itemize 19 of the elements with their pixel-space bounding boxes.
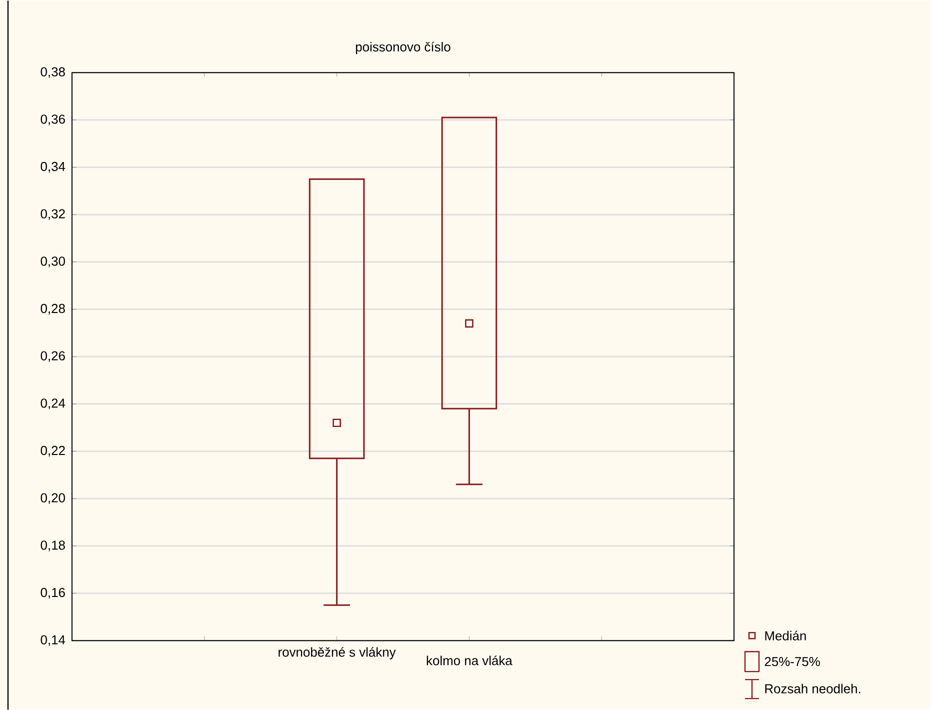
text: Rozsah neodleh. [765, 684, 860, 694]
y-tick-label: 0,16 [40, 588, 65, 599]
y-tick-label: 0,22 [40, 446, 65, 457]
y-tick-label: 0,36 [40, 114, 65, 126]
y-tick-label: 0,32 [40, 209, 65, 220]
y-tick-label: 0,14 [40, 635, 66, 646]
y-tick-label: 0,34 [40, 162, 66, 173]
y-tick-label: 0,20 [40, 493, 65, 504]
x-tick-label: kolmo na vláka [426, 655, 512, 666]
chart-title: poissonovo číslo [356, 42, 450, 54]
y-tick-label: 0,38 [40, 67, 65, 78]
x-tick-label: rovnoběžné s vlákny [278, 647, 396, 660]
text: Medián [765, 630, 806, 640]
y-tick-label: 0,26 [40, 351, 65, 362]
y-tick-label: 0,18 [40, 540, 65, 552]
y-tick-label: 0,30 [40, 256, 65, 268]
y-tick-label: 0,28 [40, 304, 65, 315]
y-tick-label: 0,24 [40, 398, 66, 410]
text: 25%-75% [764, 656, 820, 666]
